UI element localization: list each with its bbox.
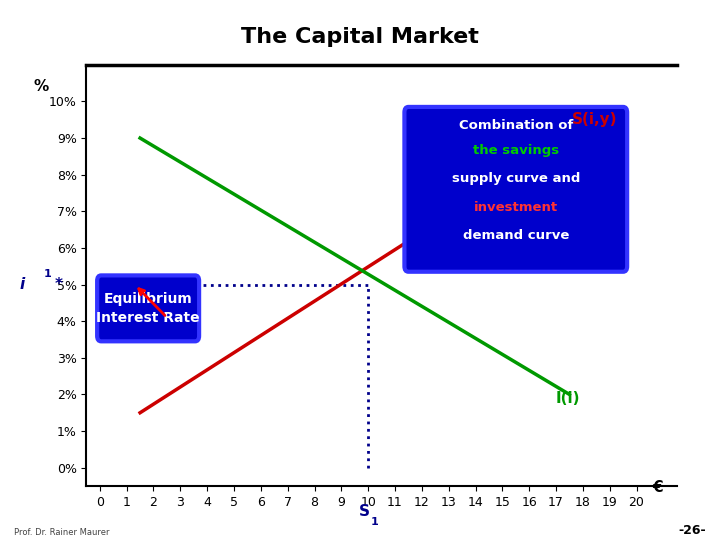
Text: I(i): I(i) xyxy=(556,391,580,406)
Text: 1: 1 xyxy=(371,517,379,527)
Text: -26-: -26- xyxy=(678,524,706,537)
Text: €: € xyxy=(653,481,663,495)
Text: S(i,y): S(i,y) xyxy=(572,112,618,127)
Text: Equilibrium
Interest Rate: Equilibrium Interest Rate xyxy=(96,292,200,325)
Text: %: % xyxy=(33,79,48,94)
Text: S: S xyxy=(359,504,369,519)
FancyBboxPatch shape xyxy=(97,275,199,341)
Text: 1: 1 xyxy=(43,269,51,279)
Text: investment: investment xyxy=(474,201,558,214)
Text: the savings: the savings xyxy=(473,144,559,157)
Text: *: * xyxy=(54,277,62,292)
Text: Combination of: Combination of xyxy=(459,119,573,132)
Text: The Capital Market: The Capital Market xyxy=(241,27,479,47)
Text: i: i xyxy=(19,277,24,292)
FancyBboxPatch shape xyxy=(405,107,627,272)
Text: Prof. Dr. Rainer Maurer: Prof. Dr. Rainer Maurer xyxy=(14,528,110,537)
Text: demand curve: demand curve xyxy=(462,228,569,241)
Text: supply curve and: supply curve and xyxy=(451,172,580,185)
